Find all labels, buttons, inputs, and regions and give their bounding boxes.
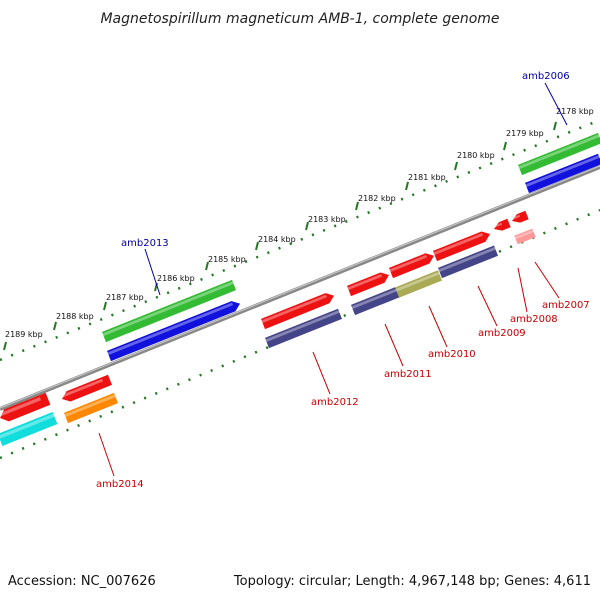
cds-amb2011[interactable] — [347, 272, 389, 297]
cds-amb2014[interactable] — [62, 374, 112, 402]
cds-amb2008[interactable] — [494, 218, 511, 231]
scale-label-2181: 2181 kbp — [408, 173, 446, 182]
scale-label-2188: 2188 kbp — [56, 312, 94, 321]
gene-amb2014-shine — [64, 394, 116, 417]
leader-amb2009 — [477, 285, 498, 327]
cds-amb2015-shine — [0, 397, 42, 417]
scale-label-2183: 2183 kbp — [308, 215, 346, 224]
gene-label-amb2008[interactable]: amb2008 — [510, 314, 558, 325]
gene-amb2012[interactable] — [265, 308, 342, 349]
accession-text: Accession: NC_007626 — [8, 574, 156, 589]
major-tick — [355, 201, 359, 211]
cds-amb2009-shine — [433, 233, 484, 255]
gene-amb2013-shine — [107, 302, 234, 355]
genome-backbone — [0, 165, 600, 411]
genome-backbone-shine — [0, 165, 600, 409]
scale-label-2180: 2180 kbp — [457, 151, 495, 160]
gene-amb2010-shine — [394, 271, 440, 292]
gene-amb2010[interactable] — [394, 270, 442, 299]
gene-amb2013[interactable] — [107, 301, 240, 362]
gene-label-amb2009[interactable]: amb2009 — [478, 328, 526, 339]
major-tick — [205, 261, 209, 271]
genome-summary-text: Topology: circular; Length: 4,967,148 bp… — [233, 574, 591, 589]
gene-label-amb2012[interactable]: amb2012 — [311, 397, 359, 408]
gene-amb2006-shine — [525, 155, 600, 187]
gene-amb2015[interactable] — [0, 412, 58, 446]
gene-amb2006[interactable] — [525, 153, 600, 194]
gene-amb2012-shine — [265, 310, 340, 342]
gene-label-amb2007[interactable]: amb2007 — [542, 300, 590, 311]
gene-amb2009-shine — [438, 247, 496, 272]
major-tick — [255, 241, 259, 251]
gene-features — [0, 132, 600, 446]
gene-amb2007[interactable] — [514, 228, 536, 245]
cds-amb2006-shine — [518, 134, 600, 169]
leader-amb2012 — [312, 351, 331, 395]
scale-label-2178: 2178 kbp — [556, 107, 594, 116]
gene-label-amb2014[interactable]: amb2014 — [96, 479, 144, 490]
leader-amb2013 — [144, 248, 161, 296]
cds-amb2011-shine — [347, 274, 383, 290]
leader-amb2008 — [517, 267, 528, 313]
gene-label-amb2011[interactable]: amb2011 — [384, 369, 432, 380]
leader-amb2006 — [544, 82, 568, 126]
gene-amb2014[interactable] — [64, 392, 118, 424]
cds-amb2007[interactable] — [512, 210, 529, 223]
cds-amb2013[interactable] — [102, 279, 236, 343]
major-tick — [103, 301, 107, 311]
leader-amb2010 — [428, 305, 448, 348]
major-tick — [3, 341, 7, 351]
cds-amb2015[interactable] — [0, 392, 51, 422]
cds-amb2012[interactable] — [261, 293, 334, 330]
gene-label-amb2013[interactable]: amb2013 — [121, 238, 169, 249]
cds-amb2010-shine — [389, 254, 428, 272]
cds-amb2009[interactable] — [433, 231, 490, 262]
major-tick — [454, 161, 458, 171]
scale-label-2189: 2189 kbp — [5, 330, 43, 339]
gene-amb2009[interactable] — [438, 245, 498, 279]
scale-label-2184: 2184 kbp — [258, 235, 296, 244]
scale-label-2182: 2182 kbp — [358, 194, 396, 203]
leader-amb2007 — [534, 261, 560, 299]
gene-label-amb2010[interactable]: amb2010 — [428, 349, 476, 360]
cds-amb2007-shine — [510, 214, 521, 221]
major-tick — [305, 221, 309, 231]
major-tick — [503, 141, 507, 151]
scale-label-2185: 2185 kbp — [208, 255, 246, 264]
gene-amb2015-shine — [0, 413, 55, 439]
leader-amb2011 — [384, 323, 404, 367]
gene-amb2007-shine — [514, 229, 534, 240]
cds-amb2013-shine — [102, 281, 234, 336]
cds-amb2010[interactable] — [389, 253, 434, 279]
major-tick — [553, 121, 557, 131]
map-title: Magnetospirillum magneticum AMB-1, compl… — [100, 11, 499, 27]
leader-amb2014 — [98, 432, 115, 477]
cds-amb2006[interactable] — [518, 132, 600, 176]
cds-amb2008-shine — [492, 222, 503, 229]
cds-amb2012-shine — [261, 294, 328, 323]
scale-label-2186: 2186 kbp — [157, 274, 195, 283]
gene-amb2011[interactable] — [351, 287, 399, 316]
cds-amb2014-shine — [60, 378, 104, 398]
major-tick — [53, 321, 57, 331]
scale-label-2179: 2179 kbp — [506, 129, 544, 138]
gene-amb2011-shine — [351, 288, 397, 309]
scale-label-2187: 2187 kbp — [106, 293, 144, 302]
gene-label-amb2006[interactable]: amb2006 — [522, 71, 570, 82]
major-tick — [405, 181, 409, 191]
